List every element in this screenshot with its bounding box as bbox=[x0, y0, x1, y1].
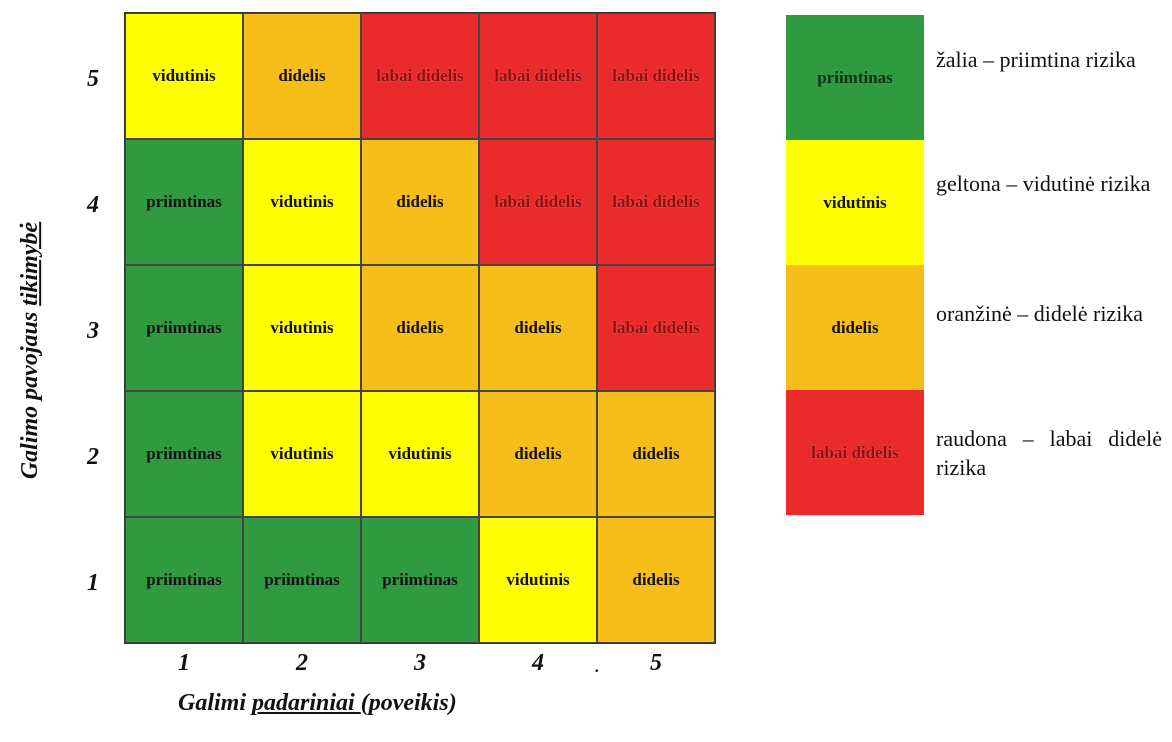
matrix-cell-r4-c3: didelis bbox=[361, 139, 479, 265]
matrix-cell-r2-c5: didelis bbox=[597, 391, 715, 517]
matrix-cell-r4-c1: priimtinas bbox=[125, 139, 243, 265]
x-axis-label: Galimi padariniai (poveikis) bbox=[178, 690, 457, 717]
matrix-cell-r1-c4: vidutinis bbox=[479, 517, 597, 643]
matrix-cell-r1-c5: didelis bbox=[597, 517, 715, 643]
x-tick-5: 5 bbox=[650, 650, 662, 676]
y-tick-1: 1 bbox=[87, 570, 99, 596]
y-axis-label-text: Galimo pavojaus bbox=[17, 305, 44, 479]
legend-swatch-orange: didelis bbox=[786, 265, 924, 390]
x-axis-stray-mark: . bbox=[594, 652, 600, 677]
x-axis-label-underlined: padariniai bbox=[252, 690, 361, 716]
legend-desc-red: raudona – labai didelė rizika bbox=[936, 426, 1162, 480]
legend-swatch-red: labai didelis bbox=[786, 390, 924, 515]
x-tick-3: 3 bbox=[414, 650, 426, 676]
x-axis-label-suffix: (poveikis) bbox=[360, 690, 457, 716]
legend-swatch-green: priimtinas bbox=[786, 15, 924, 140]
matrix-cell-r2-c4: didelis bbox=[479, 391, 597, 517]
x-axis-label-text: Galimi bbox=[178, 690, 253, 716]
y-tick-5: 5 bbox=[87, 66, 99, 92]
matrix-cell-r1-c2: priimtinas bbox=[243, 517, 361, 643]
matrix-cell-r2-c1: priimtinas bbox=[125, 391, 243, 517]
y-tick-3: 3 bbox=[87, 318, 99, 344]
matrix-cell-r3-c5: labai didelis bbox=[597, 265, 715, 391]
y-axis-label-underlined: tikimybė bbox=[17, 221, 44, 306]
matrix-cell-r2-c2: vidutinis bbox=[243, 391, 361, 517]
matrix-cell-r1-c3: priimtinas bbox=[361, 517, 479, 643]
matrix-cell-r1-c1: priimtinas bbox=[125, 517, 243, 643]
matrix-cell-r4-c2: vidutinis bbox=[243, 139, 361, 265]
legend-swatch-yellow: vidutinis bbox=[786, 140, 924, 265]
matrix-cell-r3-c4: didelis bbox=[479, 265, 597, 391]
legend-desc-green: žalia – priimtina rizika bbox=[936, 47, 1136, 72]
risk-matrix: vidutinis didelis labai didelis labai di… bbox=[124, 12, 716, 644]
matrix-cell-r3-c3: didelis bbox=[361, 265, 479, 391]
matrix-cell-r4-c4: labai didelis bbox=[479, 139, 597, 265]
matrix-cell-r3-c1: priimtinas bbox=[125, 265, 243, 391]
x-tick-4: 4 bbox=[532, 650, 544, 676]
x-tick-2: 2 bbox=[296, 650, 308, 676]
matrix-cell-r5-c2: didelis bbox=[243, 13, 361, 139]
matrix-cell-r2-c3: vidutinis bbox=[361, 391, 479, 517]
matrix-cell-r5-c3: labai didelis bbox=[361, 13, 479, 139]
legend-desc-yellow: geltona – vidutinė rizika bbox=[936, 171, 1151, 196]
matrix-cell-r4-c5: labai didelis bbox=[597, 139, 715, 265]
matrix-cell-r5-c5: labai didelis bbox=[597, 13, 715, 139]
y-axis-label: Galimo pavojaus tikimybė bbox=[6, 200, 56, 500]
matrix-cell-r3-c2: vidutinis bbox=[243, 265, 361, 391]
legend-desc-orange: oranžinė – didelė rizika bbox=[936, 301, 1144, 326]
matrix-cell-r5-c4: labai didelis bbox=[479, 13, 597, 139]
x-tick-1: 1 bbox=[178, 650, 190, 676]
y-tick-2: 2 bbox=[87, 444, 99, 470]
y-tick-4: 4 bbox=[87, 192, 99, 218]
matrix-cell-r5-c1: vidutinis bbox=[125, 13, 243, 139]
